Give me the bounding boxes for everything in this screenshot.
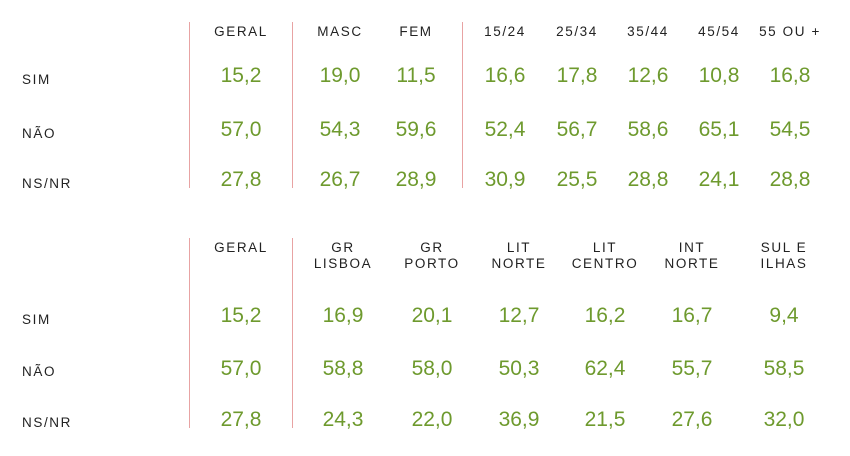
column-divider (292, 22, 293, 188)
column-divider (189, 238, 190, 428)
row-label: NÃO (22, 126, 57, 141)
table-cell-value: 28,8 (769, 168, 811, 191)
column-header-line: 45/54 (698, 24, 740, 39)
column-header: SUL E ILHAS (760, 240, 807, 272)
column-header-line: 15/24 (484, 24, 526, 39)
column-header-line: FEM (399, 24, 433, 39)
table-cell-value: 15,2 (220, 64, 262, 87)
column-header: MASC (317, 24, 362, 40)
table-cell-value: 65,1 (698, 118, 740, 141)
table-cell-value: 58,6 (627, 118, 669, 141)
column-header: 45/54 (698, 24, 740, 40)
table-cell-value: 30,9 (484, 168, 526, 191)
column-divider (189, 22, 190, 188)
table-cell-value: 54,3 (319, 118, 361, 141)
table-cell-value: 24,3 (322, 408, 364, 431)
table-cell-value: 16,7 (671, 304, 713, 327)
table-cell-value: 32,0 (763, 408, 805, 431)
column-header-line: GR (331, 240, 355, 255)
column-header: GR LISBOA (314, 240, 372, 272)
column-header: GERAL (214, 240, 268, 256)
column-header: INT NORTE (664, 240, 719, 272)
column-header: 55 OU + (759, 24, 821, 40)
table-cell-value: 58,0 (411, 357, 453, 380)
table-cell-value: 15,2 (220, 304, 262, 327)
column-header-line: ILHAS (760, 256, 808, 271)
column-divider (292, 238, 293, 428)
table-cell-value: 56,7 (556, 118, 598, 141)
column-header: LIT CENTRO (572, 240, 639, 272)
column-header-line: 25/34 (556, 24, 598, 39)
column-header-line: INT (678, 240, 706, 255)
table-cell-value: 22,0 (411, 408, 453, 431)
column-header: 25/34 (556, 24, 598, 40)
column-header: FEM (399, 24, 432, 40)
column-header-line: GERAL (214, 24, 268, 39)
table-cell-value: 27,6 (671, 408, 713, 431)
table-cell-value: 16,2 (584, 304, 626, 327)
table-cell-value: 26,7 (319, 168, 361, 191)
column-header: 35/44 (627, 24, 669, 40)
table-cell-value: 55,7 (671, 357, 713, 380)
table-cell-value: 59,6 (395, 118, 437, 141)
row-label: SIM (22, 72, 51, 87)
table-by-gender-age: GERAL MASC FEM 15/24 25/34 35/44 45/54 55 OU + S… (0, 0, 850, 210)
row-label: NS/NR (22, 176, 73, 191)
column-header-line: LIT (592, 240, 618, 255)
table-cell-value: 27,8 (220, 408, 262, 431)
table-cell-value: 57,0 (220, 357, 262, 380)
table-cell-value: 58,8 (322, 357, 364, 380)
column-header-line: NORTE (664, 256, 720, 271)
table-cell-value: 16,9 (322, 304, 364, 327)
table-cell-value: 50,3 (498, 357, 540, 380)
column-header: GERAL (214, 24, 268, 40)
table-cell-value: 28,9 (395, 168, 437, 191)
column-header-line: GERAL (214, 240, 268, 255)
column-header-line: SUL E (760, 240, 808, 255)
table-cell-value: 12,6 (627, 64, 669, 87)
column-divider (462, 22, 463, 188)
column-header-line: LIT (506, 240, 532, 255)
table-cell-value: 27,8 (220, 168, 262, 191)
column-header-line: 55 OU + (759, 24, 821, 39)
table-cell-value: 36,9 (498, 408, 540, 431)
column-header: GR PORTO (404, 240, 460, 272)
table-by-region: GERAL GR LISBOA GR PORTO LIT NORTE LIT CENTRO INT… (0, 228, 850, 456)
table-cell-value: 62,4 (584, 357, 626, 380)
table-cell-value: 21,5 (584, 408, 626, 431)
row-label: SIM (22, 312, 51, 327)
column-header-line: NORTE (491, 256, 547, 271)
column-header: LIT NORTE (491, 240, 546, 272)
row-label: NS/NR (22, 415, 73, 430)
column-header-line: PORTO (404, 256, 460, 271)
table-cell-value: 25,5 (556, 168, 598, 191)
table-cell-value: 9,4 (769, 304, 799, 327)
column-header: 15/24 (484, 24, 526, 40)
table-cell-value: 11,5 (396, 64, 436, 87)
table-cell-value: 58,5 (763, 357, 805, 380)
column-header-line: 35/44 (627, 24, 669, 39)
table-cell-value: 24,1 (698, 168, 740, 191)
column-header-line: MASC (317, 24, 363, 39)
table-cell-value: 17,8 (556, 64, 598, 87)
table-cell-value: 16,6 (484, 64, 526, 87)
table-cell-value: 54,5 (769, 118, 811, 141)
table-cell-value: 28,8 (627, 168, 669, 191)
table-cell-value: 12,7 (498, 304, 540, 327)
table-cell-value: 57,0 (220, 118, 262, 141)
table-cell-value: 16,8 (769, 64, 811, 87)
row-label: NÃO (22, 364, 57, 379)
column-header-line: CENTRO (571, 256, 639, 271)
column-header-line: LISBOA (313, 256, 373, 271)
column-header-line: GR (420, 240, 444, 255)
table-cell-value: 20,1 (411, 304, 453, 327)
table-cell-value: 19,0 (319, 64, 361, 87)
table-cell-value: 10,8 (698, 64, 740, 87)
table-cell-value: 52,4 (484, 118, 526, 141)
